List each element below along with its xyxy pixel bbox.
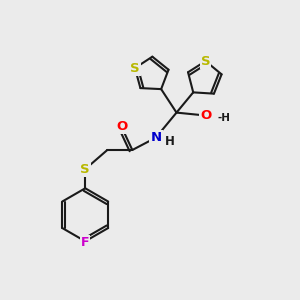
Text: O: O: [200, 109, 211, 122]
Text: S: S: [201, 55, 210, 68]
Text: -H: -H: [217, 113, 230, 123]
Text: S: S: [80, 163, 90, 176]
Text: H: H: [165, 135, 175, 148]
Text: S: S: [130, 61, 140, 74]
Text: F: F: [81, 236, 89, 249]
Text: N: N: [150, 131, 161, 144]
Text: O: O: [116, 120, 128, 133]
